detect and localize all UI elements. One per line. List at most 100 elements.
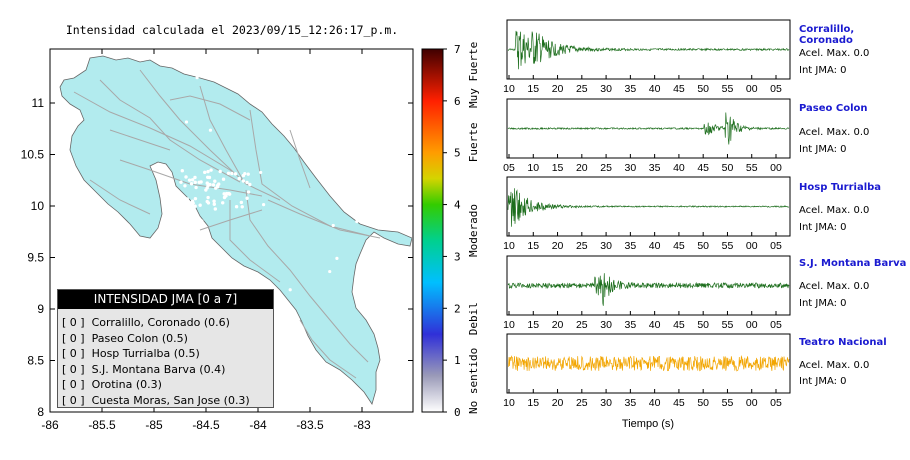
road-line: [245, 189, 369, 363]
lat-axis: 11 10.5 10 9.5 9 8.5 8: [21, 96, 413, 419]
time-tick-label: 00: [770, 162, 782, 174]
station-dot: [197, 180, 201, 184]
lon-tick-label: -84: [249, 418, 267, 432]
station-dot: [262, 203, 266, 207]
station-dot: [355, 219, 359, 224]
station-int-paseo-colon: Int JMA: 0: [799, 144, 847, 155]
station-dot: [212, 199, 216, 203]
lon-axis: -86 -85.5 -85 -84.5 -84 -83.5 -83: [41, 49, 371, 432]
lon-tick-label: -85: [145, 418, 163, 432]
station-dot: [194, 185, 198, 190]
time-tick-label: 40: [649, 319, 661, 331]
station-dot: [212, 264, 216, 268]
colorbar-tick-label: 6: [454, 95, 461, 108]
colorbar-tick-label: 3: [454, 250, 461, 263]
lat-tick-label: 8.5: [27, 354, 44, 368]
time-tick-label: 35: [625, 240, 637, 252]
station-dot: [230, 171, 234, 176]
time-tick-label: 50: [697, 83, 709, 95]
time-tick-label: 25: [576, 240, 588, 252]
station-dot: [208, 182, 212, 187]
station-dot: [211, 183, 216, 187]
road-line: [299, 319, 357, 379]
station-dot: [234, 205, 239, 209]
lat-tick-label: 11: [32, 96, 45, 110]
time-tick-label: 30: [625, 162, 637, 174]
station-dot: [373, 170, 378, 174]
legend-item-value: [ 0 ]: [62, 347, 85, 361]
station-name-corralillo: Corralillo, Coronado: [799, 24, 855, 46]
road-line: [139, 69, 281, 201]
time-tick-label: 55: [722, 240, 734, 252]
station-acel-teatro-nacional: Acel. Max. 0.0: [799, 360, 870, 371]
station-acel-montana-barva: Acel. Max. 0.0: [799, 281, 870, 292]
waveform-panel: 10 15 20 25 30 35 40 45 50 55 00 05: [503, 176, 791, 252]
waveform-trace: [507, 355, 790, 372]
time-tick-label: 15: [527, 83, 539, 95]
station-dot: [207, 175, 212, 180]
time-tick-label: 50: [722, 162, 734, 174]
station-dot: [248, 182, 252, 187]
colorbar-tick-label: 1: [454, 354, 461, 367]
station-dot: [240, 205, 244, 209]
lat-tick-label: 10.5: [21, 148, 45, 162]
time-tick-label: 40: [673, 162, 685, 174]
time-tick-label: 25: [576, 319, 588, 331]
costa-rica-map: [59, 55, 412, 405]
legend-item: [ 0 ] Hosp Turrialba (0.5): [62, 346, 250, 362]
station-dot: [180, 201, 184, 205]
intensity-legend: INTENSIDAD JMA [0 a 7] [ 0 ] Corralillo,…: [57, 289, 274, 408]
station-dot: [333, 84, 337, 89]
legend-item-value: [ 0 ]: [62, 362, 85, 376]
time-tick-label: 50: [697, 319, 709, 331]
time-tick-label: 40: [649, 240, 661, 252]
legend-item: [ 0 ] Cuesta Moras, San Jose (0.3): [62, 393, 250, 409]
time-tick-label: 10: [503, 83, 515, 95]
station-dot: [208, 128, 213, 132]
colorbar-tick-label: 5: [454, 147, 461, 160]
colorbar-class-label: No sentido: [467, 348, 480, 414]
station-dot: [206, 201, 211, 205]
station-dot: [312, 106, 316, 111]
time-tick-label: 15: [527, 319, 539, 331]
waveform-trace: [507, 30, 790, 70]
road-line: [89, 179, 151, 215]
station-dot: [246, 172, 250, 176]
station-int-turrialba: Int JMA: 0: [799, 222, 847, 233]
waveform-trace: [507, 112, 790, 145]
colorbar-tick-label: 4: [454, 199, 461, 212]
station-dot: [186, 206, 190, 210]
station-dot: [206, 195, 210, 200]
colorbar-class-label: Debil: [467, 302, 480, 335]
station-dot: [195, 76, 199, 80]
legend-title: INTENSIDAD JMA [0 a 7]: [58, 290, 273, 309]
waveform-panel: 10 15 20 25 30 35 40 45 50 55 00 05: [503, 19, 791, 95]
station-dot: [266, 103, 270, 108]
station-dot: [299, 327, 303, 332]
station-dot: [184, 120, 189, 124]
station-acel-paseo-colon: Acel. Max. 0.0: [799, 127, 870, 138]
station-dot: [190, 199, 195, 203]
station-dot: [351, 207, 355, 211]
road-line: [249, 109, 371, 237]
road-line: [199, 209, 263, 231]
time-tick-label: 05: [503, 162, 515, 174]
station-dot: [180, 169, 185, 173]
colorbar-class-label: Muy Fuerte: [467, 42, 480, 108]
lon-tick-label: -83.5: [296, 418, 324, 432]
station-dot: [183, 184, 187, 188]
road-line: [199, 85, 245, 183]
time-tick-label: 10: [503, 319, 515, 331]
legend-list: [ 0 ] Corralillo, Coronado (0.6) [ 0 ] P…: [62, 315, 250, 409]
station-dot: [189, 182, 194, 186]
station-name-paseo-colon: Paseo Colon: [799, 103, 868, 114]
waveform-trace: [507, 188, 790, 227]
station-dot: [184, 206, 188, 210]
time-tick-label: 00: [746, 240, 758, 252]
time-tick-label: 05: [770, 240, 782, 252]
lon-tick-label: -86: [41, 418, 59, 432]
time-tick-label: 30: [600, 319, 612, 331]
time-tick-label: 20: [552, 240, 564, 252]
legend-item-text: S.J. Montana Barva (0.4): [91, 362, 226, 376]
